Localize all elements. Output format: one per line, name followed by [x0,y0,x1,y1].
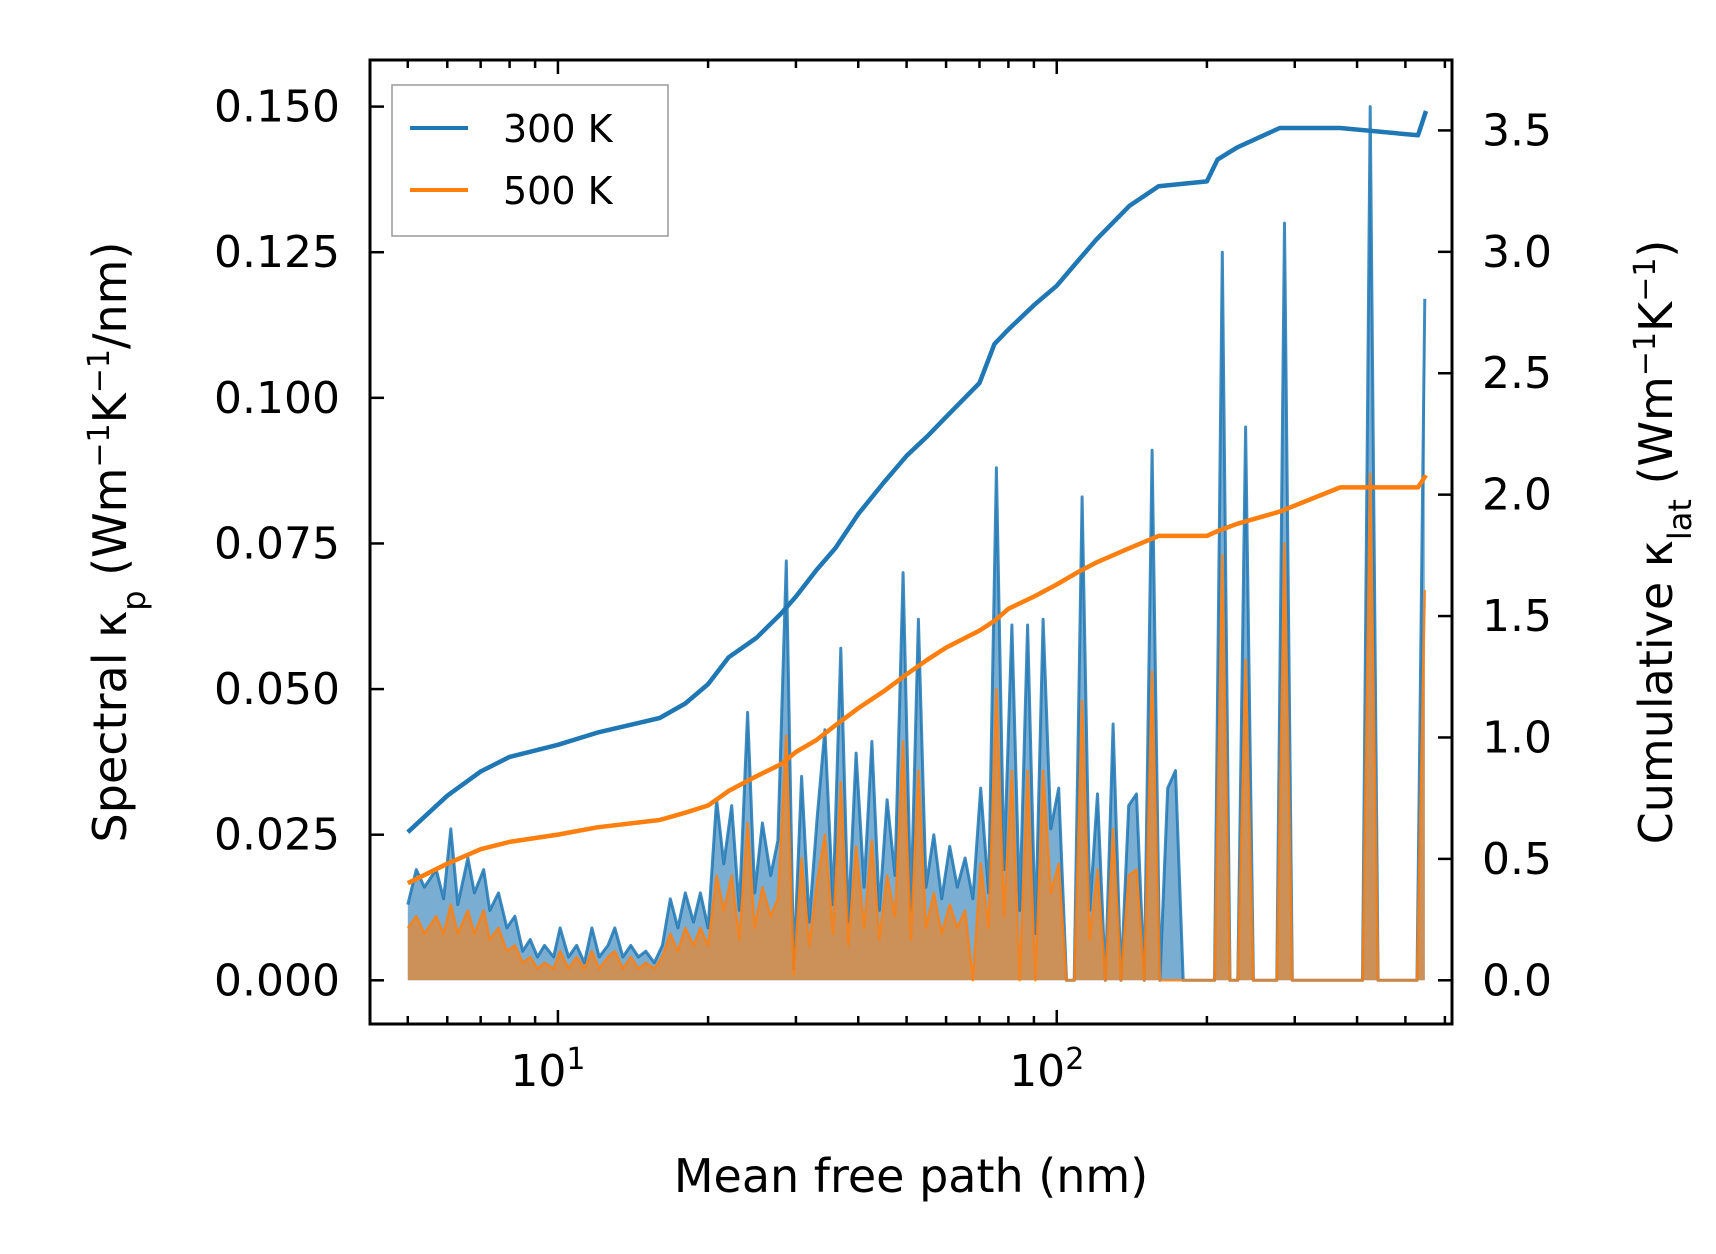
y-axis-label-right: Cumulative κlat (Wm−1K−1) [1628,240,1700,845]
x-tick-label: 102 [1009,1042,1084,1098]
y-left-tick-label: 0.150 [214,82,340,133]
y-axis-label-left: Spectral κp (Wm−1K−1/nm) [82,242,154,843]
y-right-tick-label: 0.0 [1482,955,1552,1006]
y-left-tick-label: 0.125 [214,227,340,278]
y-right-tick-label: 3.5 [1482,105,1552,156]
y-left-tick-label: 0.075 [214,518,340,569]
y-right-tick-label: 0.5 [1482,834,1552,885]
y-left-tick-label: 0.000 [214,955,340,1006]
y-right-tick-label: 2.0 [1482,470,1552,521]
y-right-tick-label: 3.0 [1482,227,1552,278]
y-left-tick-label: 0.025 [214,810,340,861]
spectral-fill-layer [406,105,1427,982]
tick-layer: 0.000 0.025 0.050 0.075 0.100 0.125 0.150 0.0 0.… [214,60,1552,1097]
spectral-area-500k [407,473,1425,981]
y-right-tick-label: 1.5 [1482,591,1552,642]
plot-frame [368,58,1454,1026]
spectral-line-500k [406,472,1427,982]
legend: 300 K 500 K [391,84,669,237]
x-axis-label: Mean free path (nm) [674,1149,1148,1203]
legend-label-300k: 300 K [503,107,614,151]
legend-label-500k: 500 K [503,169,614,213]
cumulative-line-500k [406,473,1428,886]
cumulative-line-300k [406,110,1429,834]
y-left-tick-label: 0.100 [214,373,340,424]
legend-box [391,84,669,237]
line-layer [406,110,1429,886]
y-left-tick-label: 0.050 [214,664,340,715]
y-right-tick-label: 1.0 [1482,712,1552,763]
y-right-tick-label: 2.5 [1482,348,1552,399]
x-tick-label: 101 [510,1042,585,1098]
